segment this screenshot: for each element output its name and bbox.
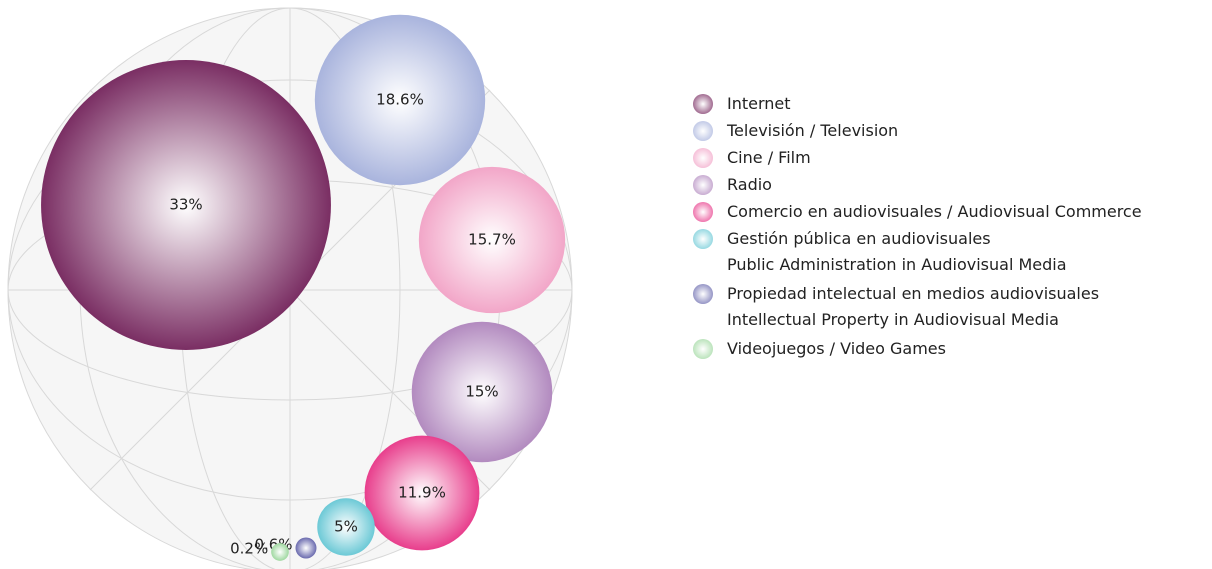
value-label: 33%	[169, 196, 202, 214]
value-label: 11.9%	[398, 484, 446, 502]
legend-item: Internet	[693, 93, 1142, 115]
legend-label: Radio	[727, 174, 772, 196]
page: 33%18.6%15.7%15%11.9%5%0.6%0.2% Internet…	[0, 0, 1212, 569]
legend: Internet Televisión / Television Cine / Fi…	[693, 93, 1142, 365]
legend-swatch	[693, 229, 713, 249]
value-label: 18.6%	[376, 91, 424, 109]
legend-item: Televisión / Television	[693, 120, 1142, 142]
legend-swatch	[693, 202, 713, 222]
legend-swatch	[693, 175, 713, 195]
legend-label: Videojuegos / Video Games	[727, 338, 946, 360]
legend-swatch	[693, 339, 713, 359]
bubble	[271, 543, 289, 561]
legend-swatch	[693, 284, 713, 304]
legend-label: Propiedad intelectual en medios audiovis…	[727, 281, 1099, 333]
value-label: 0.2%	[230, 540, 268, 558]
legend-label: Comercio en audiovisuales / Audiovisual …	[727, 201, 1142, 223]
bubble	[296, 538, 317, 559]
legend-item: Gestión pública en audiovisuales Public …	[693, 228, 1142, 278]
legend-label: Gestión pública en audiovisuales Public …	[727, 226, 1067, 278]
legend-label: Internet	[727, 93, 791, 115]
legend-item: Cine / Film	[693, 147, 1142, 169]
bubble-chart: 33%18.6%15.7%15%11.9%5%0.6%0.2%	[0, 0, 660, 569]
legend-item: Comercio en audiovisuales / Audiovisual …	[693, 201, 1142, 223]
legend-item: Radio	[693, 174, 1142, 196]
legend-item: Propiedad intelectual en medios audiovis…	[693, 283, 1142, 333]
legend-label: Cine / Film	[727, 147, 811, 169]
value-label: 15%	[465, 383, 498, 401]
legend-item: Videojuegos / Video Games	[693, 338, 1142, 360]
value-label: 15.7%	[468, 231, 516, 249]
legend-swatch	[693, 148, 713, 168]
legend-label: Televisión / Television	[727, 120, 898, 142]
value-label: 5%	[334, 518, 358, 536]
legend-swatch	[693, 121, 713, 141]
legend-swatch	[693, 94, 713, 114]
